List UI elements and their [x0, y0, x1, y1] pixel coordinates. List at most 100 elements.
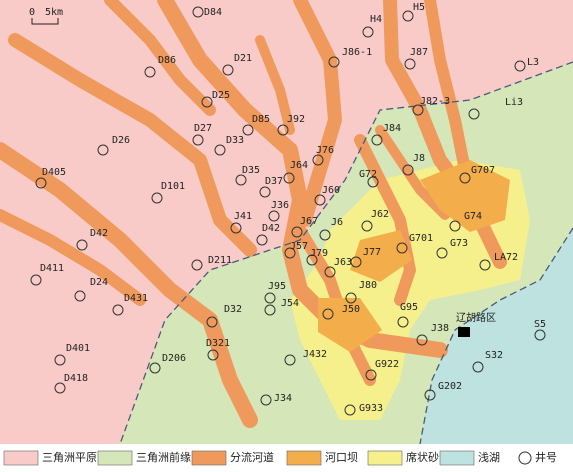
- well-label: J82-3: [420, 96, 450, 107]
- legend-label: 井号: [535, 450, 557, 464]
- well-label: J60: [322, 185, 340, 196]
- well-label: G72: [359, 169, 377, 180]
- well: [76, 239, 88, 251]
- well: [54, 354, 66, 366]
- well: [35, 177, 47, 189]
- well: [206, 316, 218, 328]
- well: [416, 334, 428, 346]
- well: [242, 124, 254, 136]
- well: [284, 354, 296, 366]
- well-label: G701: [409, 233, 433, 244]
- well: [361, 220, 373, 232]
- well-label: J79: [310, 248, 328, 259]
- area-label: 辽胡路区: [456, 311, 496, 324]
- well-label: J41: [234, 211, 252, 222]
- well-label: J64: [290, 160, 308, 171]
- well: [314, 194, 326, 206]
- well: [260, 394, 272, 406]
- well-label: D27: [194, 123, 212, 134]
- boundary-front: [119, 61, 573, 445]
- well-label: J67: [300, 216, 318, 227]
- well-label: Li3: [505, 97, 523, 108]
- legend-swatch: [286, 450, 322, 466]
- well: [222, 64, 234, 76]
- well: [201, 96, 213, 108]
- well: [362, 26, 374, 38]
- well: [459, 172, 471, 184]
- area-marker: [458, 327, 470, 337]
- well-label: J62: [371, 209, 389, 220]
- legend-well: [518, 451, 532, 465]
- well: [192, 134, 204, 146]
- well-label: H5: [413, 2, 425, 13]
- well-label: J80: [359, 280, 377, 291]
- well-label: D35: [242, 165, 260, 176]
- well-label: D211: [208, 255, 232, 266]
- well: [230, 222, 242, 234]
- boundary-lake: [419, 227, 573, 445]
- well: [328, 56, 340, 68]
- well: [30, 274, 42, 286]
- well: [306, 254, 318, 266]
- well-label: L3: [527, 57, 539, 68]
- well: [214, 144, 226, 156]
- well-label: D321: [206, 338, 230, 349]
- well: [449, 220, 461, 232]
- well: [144, 66, 156, 78]
- legend-label: 席状砂: [406, 450, 439, 464]
- well: [97, 144, 109, 156]
- well-label: D33: [226, 135, 244, 146]
- well: [404, 58, 416, 70]
- well-label: D26: [112, 135, 130, 146]
- scale-end: 5km: [45, 7, 63, 18]
- well-label: G933: [359, 403, 383, 414]
- well: [312, 154, 324, 166]
- well: [54, 382, 66, 394]
- well: [149, 362, 161, 374]
- well: [371, 134, 383, 146]
- well-label: J84: [383, 123, 401, 134]
- well: [479, 259, 491, 271]
- legend-swatch: [97, 450, 133, 466]
- scale-start: 0: [29, 7, 35, 18]
- well-label: D32: [224, 304, 242, 315]
- well-label: G74: [464, 211, 482, 222]
- well-label: J6: [331, 217, 343, 228]
- well-label: D24: [90, 277, 108, 288]
- legend-label: 三角洲前缘: [136, 450, 191, 464]
- shallow-lake: [420, 228, 573, 444]
- well: [264, 304, 276, 316]
- well-label: D101: [161, 181, 185, 192]
- well-label: G95: [400, 302, 418, 313]
- well: [324, 266, 336, 278]
- legend-swatch: [3, 450, 39, 466]
- well: [344, 404, 356, 416]
- well: [259, 186, 271, 198]
- well-label: G922: [375, 359, 399, 370]
- well: [424, 389, 436, 401]
- well: [367, 176, 379, 188]
- well-label: J87: [410, 47, 428, 58]
- well: [534, 329, 546, 341]
- well: [207, 349, 219, 361]
- well: [397, 316, 409, 328]
- well: [192, 6, 204, 18]
- well-label: J432: [303, 349, 327, 360]
- well-label: D86: [158, 55, 176, 66]
- well: [402, 164, 414, 176]
- channels: [0, 0, 507, 428]
- well: [112, 304, 124, 316]
- well-label: D85: [252, 114, 270, 125]
- well-label: J77: [363, 247, 381, 258]
- well: [468, 108, 480, 120]
- legend-label: 浅湖: [478, 451, 500, 464]
- well: [412, 104, 424, 116]
- well: [514, 60, 526, 72]
- well-label: J36: [271, 200, 289, 211]
- well: [350, 256, 362, 268]
- legend-swatch: [439, 450, 475, 466]
- well-label: D418: [64, 373, 88, 384]
- legend-bg: [0, 444, 573, 472]
- well: [284, 247, 296, 259]
- well-label: D42: [90, 228, 108, 239]
